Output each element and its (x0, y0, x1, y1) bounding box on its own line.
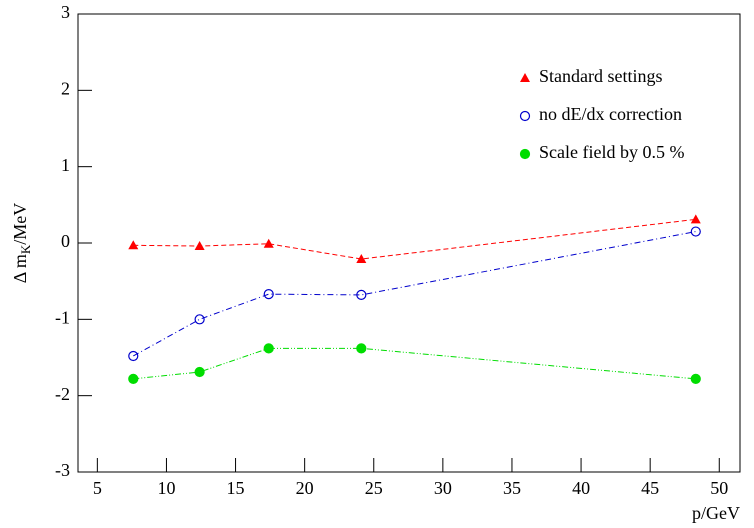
data-point (128, 240, 139, 250)
data-point (263, 343, 274, 354)
y-axis-label: Δ mK/MeV (10, 203, 33, 283)
legend-label: Scale field by 0.5 % (539, 142, 684, 162)
y-tick-label: -3 (55, 460, 70, 480)
data-point (263, 289, 274, 300)
y-label-part: /MeV (10, 203, 30, 245)
x-tick-label: 40 (572, 478, 590, 498)
x-tick-label: 15 (227, 478, 245, 498)
x-tick-label: 30 (434, 478, 452, 498)
legend-marker (520, 73, 530, 82)
series-line (133, 218, 696, 260)
y-tick-label: 0 (61, 231, 70, 251)
x-axis-label: p/GeV (692, 503, 740, 523)
x-tick-label: 5 (93, 478, 102, 498)
legend-marker (519, 110, 531, 122)
y-label-sub: K (18, 244, 33, 254)
data-point (356, 343, 367, 354)
data-point (690, 214, 701, 224)
data-point (194, 241, 205, 251)
legend-label: no dE/dx correction (539, 104, 682, 124)
y-tick-label: 1 (61, 155, 70, 175)
x-tick-label: 10 (157, 478, 175, 498)
y-tick-label: -1 (55, 307, 70, 327)
x-tick-label: 20 (296, 478, 314, 498)
legend-marker (519, 148, 531, 160)
data-point (356, 254, 367, 264)
data-point (128, 350, 139, 362)
y-tick-label: 3 (61, 2, 70, 22)
series-line (133, 347, 696, 380)
data-point (128, 373, 139, 384)
x-tick-label: 45 (641, 478, 659, 498)
data-point (194, 314, 205, 325)
y-label-part: Δ m (10, 254, 30, 283)
data-point (690, 373, 701, 384)
series-line (133, 231, 696, 357)
x-tick-label: 25 (365, 478, 383, 498)
data-point (263, 238, 274, 248)
x-tick-label: 35 (503, 478, 521, 498)
data-point (356, 289, 367, 301)
data-point (194, 366, 205, 378)
legend-label: Standard settings (539, 66, 663, 86)
y-tick-label: 2 (61, 78, 70, 98)
data-point (690, 226, 701, 237)
x-tick-label: 50 (710, 478, 728, 498)
y-tick-label: -2 (55, 384, 70, 404)
